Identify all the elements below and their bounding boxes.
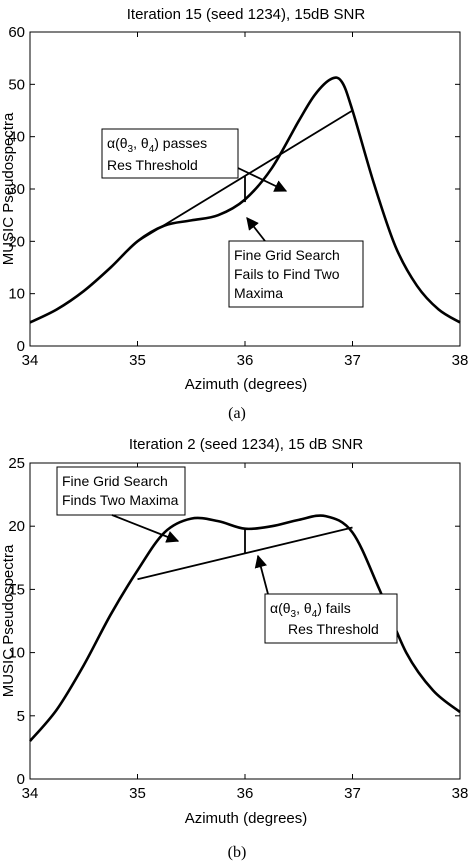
chart-a-y-tick-label: 60: [8, 24, 25, 41]
chart-a-annotation-passes-line2: Res Threshold: [107, 157, 198, 173]
chart-a-title: Iteration 15 (seed 1234), 15dB SNR: [127, 6, 366, 23]
chart-a-y-tick-label: 40: [8, 129, 25, 146]
chart-b-y-tick-label: 0: [17, 771, 25, 788]
chart-b-y-tick-label: 10: [8, 645, 25, 662]
chart-a-annotation-passes-arrow: [237, 167, 288, 192]
chart-a-annotation-passes-line1: α(θ3, θ4) passes: [107, 135, 207, 155]
chart-b-title: Iteration 2 (seed 1234), 15 dB SNR: [129, 436, 363, 453]
chart-b-caption: (b): [228, 844, 247, 861]
chart-a-annotation-fine-grid-line2: Fails to Find Two: [234, 266, 340, 282]
chart-b-y-tick-label: 15: [8, 581, 25, 598]
chart-b-annotation-fails-line2: Res Threshold: [288, 621, 379, 637]
chart-b-annotation-fine-grid-line1: Fine Grid Search: [62, 473, 168, 489]
chart-a-y-tick-label: 20: [8, 233, 25, 250]
chart-b-annotation-fails-line1: α(θ3, θ4) fails: [270, 600, 351, 620]
chart-b-y-ticks: 0 5 10 15 20 25: [8, 455, 460, 788]
chart-b-x-tick-label: 38: [452, 785, 469, 802]
chart-b-annotation-fails-arrow: [254, 554, 269, 595]
chart-b-annotation-box-fails: [264, 593, 398, 644]
chart-b-y-tick-label: 20: [8, 518, 25, 535]
chart-b-x-tick-label: 34: [22, 785, 39, 802]
chart-a-x-tick-label: 34: [22, 352, 39, 369]
chart-a-x-tick-label: 35: [129, 352, 146, 369]
chart-a-annotation-fine-grid-arrow: [246, 217, 266, 242]
chart-b-x-tick-label: 36: [237, 785, 254, 802]
chart-a-x-label: Azimuth (degrees): [185, 376, 308, 393]
chart-b-x-tick-label: 37: [344, 785, 361, 802]
chart-a-y-label: MUSIC Pseudospectra: [0, 112, 17, 265]
chart-a-y-tick-label: 0: [17, 338, 25, 355]
chart-a-series-threshold-chord: [137, 109, 353, 243]
chart-b-annotation-fine-grid-line2: Finds Two Maxima: [62, 492, 179, 508]
chart-a-series-spectrum: [29, 76, 461, 324]
chart-b-y-tick-label: 5: [17, 708, 25, 725]
chart-a-y-ticks: 0 10 20 30 40 50 60: [8, 24, 460, 355]
chart-a-annotation-box-passes: [101, 128, 239, 179]
chart-b-y-tick-label: 25: [8, 455, 25, 472]
chart-a-y-tick-label: 50: [8, 76, 25, 93]
chart-a: Iteration 15 (seed 1234), 15dB SNR 34 35 3…: [0, 6, 468, 422]
chart-a-annotation-fine-grid-line1: Fine Grid Search: [234, 247, 340, 263]
chart-b-x-ticks: 34 35 36 37 38: [22, 463, 469, 802]
chart-a-caption: (a): [228, 405, 246, 422]
chart-a-x-tick-label: 38: [452, 352, 469, 369]
chart-b-x-tick-label: 35: [129, 785, 146, 802]
chart-a-annotation-box-fine-grid: [228, 240, 364, 308]
chart-a-x-tick-label: 37: [344, 352, 361, 369]
chart-b-y-label: MUSIC Pseudospectra: [0, 544, 17, 697]
chart-b-annotation-box-fine-grid: [56, 466, 186, 516]
chart-a-x-tick-label: 36: [237, 352, 254, 369]
chart-a-x-ticks: 34 35 36 37 38: [22, 32, 469, 369]
chart-a-y-tick-label: 10: [8, 286, 25, 303]
chart-a-annotation-fine-grid-line3: Maxima: [234, 285, 283, 301]
chart-b: Iteration 2 (seed 1234), 15 dB SNR 34 35 3…: [0, 436, 468, 861]
chart-a-y-tick-label: 30: [8, 181, 25, 198]
chart-b-annotation-fine-grid-arrow: [111, 514, 180, 543]
chart-b-x-label: Azimuth (degrees): [185, 810, 308, 827]
